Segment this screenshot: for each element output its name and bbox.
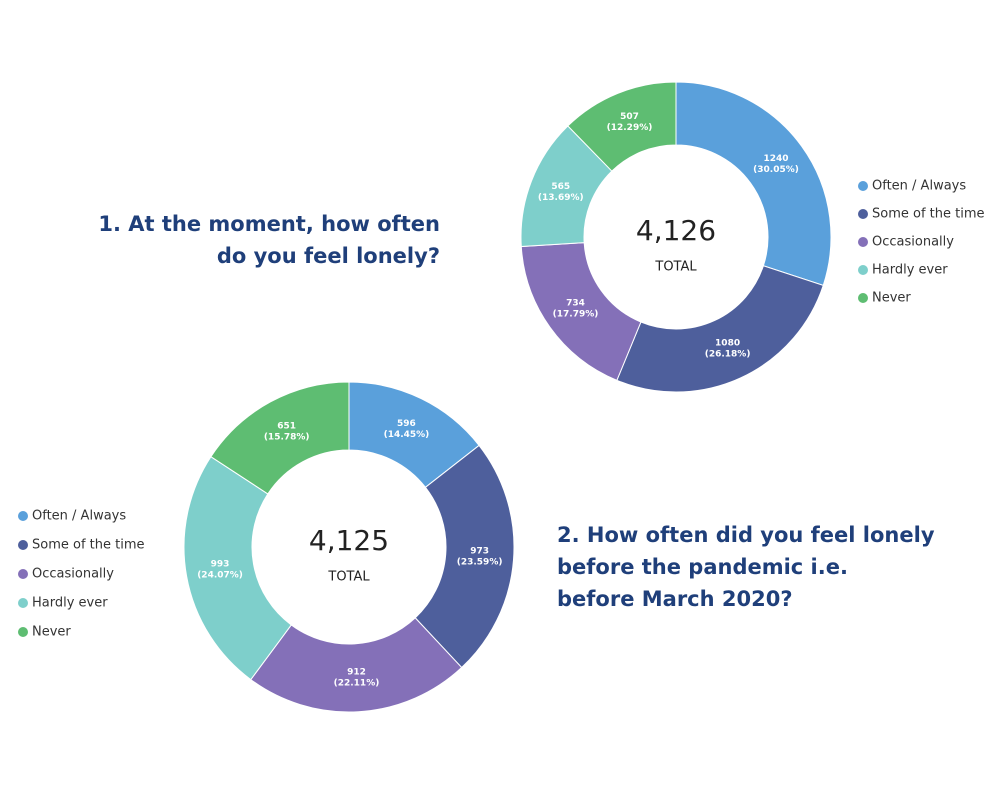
legend-swatch [18,598,28,608]
donut-segment [250,617,463,713]
percent-label: (13.69%) [538,193,584,203]
legend-swatch [858,237,868,247]
percent-label: (14.45%) [384,430,430,440]
donut-segment [567,81,677,172]
legend-label: Occasionally [872,235,954,250]
legend-swatch [18,627,28,637]
total-caption: TOTAL [654,260,697,275]
legend-label: Hardly ever [32,596,108,611]
percent-label: (17.79%) [553,309,599,319]
percent-label: (23.59%) [457,558,503,568]
value-label: 1240 [764,154,789,164]
value-label: 734 [566,298,585,308]
donut-segment [183,455,292,681]
value-label: 973 [470,547,489,557]
chart-title: before the pandemic i.e. [557,555,848,579]
legend-label: Occasionally [32,567,114,582]
percent-label: (22.11%) [334,678,380,688]
percent-label: (26.18%) [705,350,751,360]
legend-swatch [858,293,868,303]
total-value: 4,126 [636,214,716,247]
legend-label: Some of the time [872,207,985,222]
chart-title: 2. How often did you feel lonely [557,523,935,547]
total-caption: TOTAL [327,570,370,585]
percent-label: (12.29%) [607,123,653,133]
legend-swatch [858,265,868,275]
donut-segment [210,381,350,495]
legend-label: Never [32,625,71,640]
legend-label: Often / Always [872,179,966,194]
legend-swatch [858,209,868,219]
donut-segment [414,444,515,669]
legend-label: Some of the time [32,538,145,553]
value-label: 1080 [715,339,740,349]
value-label: 651 [277,421,296,431]
legend-swatch [858,181,868,191]
value-label: 565 [551,182,570,192]
donut-segment [616,265,824,393]
percent-label: (15.78%) [264,432,310,442]
chart-title: 1. At the moment, how often [98,212,440,236]
value-label: 912 [347,667,366,677]
legend-label: Hardly ever [872,263,948,278]
legend-swatch [18,540,28,550]
donut-segment [675,81,832,287]
legend-swatch [18,511,28,521]
value-label: 507 [620,112,639,122]
percent-label: (30.05%) [753,165,799,175]
chart-title: do you feel lonely? [217,244,440,268]
value-label: 596 [397,419,416,429]
percent-label: (24.07%) [197,571,243,581]
total-value: 4,125 [309,524,389,557]
legend-label: Often / Always [32,509,126,524]
value-label: 993 [211,560,230,570]
legend-label: Never [872,291,911,306]
chart-title: before March 2020? [557,587,793,611]
legend-swatch [18,569,28,579]
